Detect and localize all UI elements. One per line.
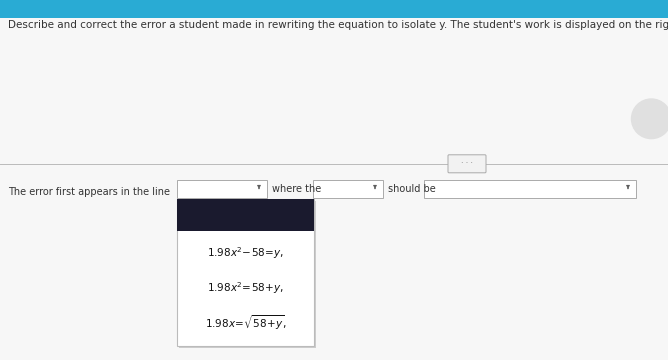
FancyBboxPatch shape bbox=[0, 0, 668, 18]
Text: The error first appears in the line: The error first appears in the line bbox=[8, 187, 170, 197]
FancyBboxPatch shape bbox=[448, 155, 486, 173]
FancyBboxPatch shape bbox=[177, 199, 314, 346]
FancyBboxPatch shape bbox=[313, 180, 383, 198]
Circle shape bbox=[631, 99, 668, 139]
Text: where the: where the bbox=[272, 184, 321, 194]
Text: · · ·: · · · bbox=[461, 159, 473, 168]
Text: should be: should be bbox=[388, 184, 436, 194]
Text: Describe and correct the error a student made in rewriting the equation to isola: Describe and correct the error a student… bbox=[8, 20, 668, 30]
FancyBboxPatch shape bbox=[424, 180, 636, 198]
Text: $1.98x^2\!=\!58\!+\!y,$: $1.98x^2\!=\!58\!+\!y,$ bbox=[207, 280, 284, 296]
Text: $1.98x\!=\!\sqrt{58\!+\!y},$: $1.98x\!=\!\sqrt{58\!+\!y},$ bbox=[204, 314, 287, 333]
FancyBboxPatch shape bbox=[177, 199, 314, 231]
Text: $1.98x^2\!-\!58\!=\!y,$: $1.98x^2\!-\!58\!=\!y,$ bbox=[207, 246, 284, 261]
FancyBboxPatch shape bbox=[179, 201, 316, 348]
FancyBboxPatch shape bbox=[177, 180, 267, 198]
